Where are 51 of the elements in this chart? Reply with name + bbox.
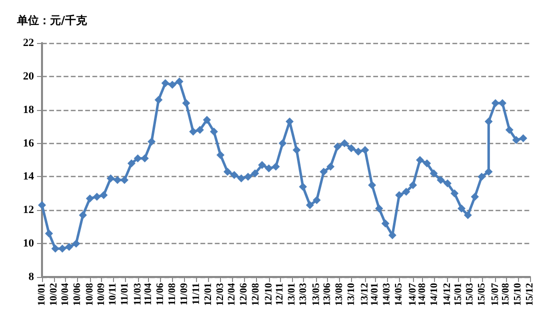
x-tick-label: 11/08	[167, 283, 178, 306]
x-tick-label: 13/03	[298, 283, 309, 306]
x-tick-label: 12/04	[226, 283, 238, 306]
x-tick-label: 10/02	[48, 283, 60, 306]
x-tick-label: 12/01	[203, 283, 214, 306]
x-tick-label: 11/04	[143, 283, 154, 306]
x-tick-label: 13/10	[346, 283, 357, 306]
x-tick-label: 12/03	[214, 283, 226, 306]
x-tick-label: 14/08	[416, 283, 428, 306]
x-tick-label: 10/11	[108, 283, 119, 306]
x-tick-label: 12/06	[238, 283, 250, 306]
x-tick-label: 15/12	[524, 283, 536, 306]
x-tick-label: 12/11	[274, 283, 286, 306]
x-tick-label: 11/06	[155, 283, 166, 306]
y-tick-label: 10	[23, 238, 34, 250]
x-tick-label: 13/05	[311, 283, 322, 306]
x-tick-label: 11/01	[120, 283, 131, 306]
x-tick-label: 12/10	[263, 283, 274, 306]
x-tick-label: 13/12	[360, 283, 371, 306]
x-tick-label: 14/05	[394, 283, 405, 306]
x-tick-label: 12/08	[250, 283, 262, 306]
x-tick-label: 15/08	[500, 283, 512, 306]
x-tick-label: 11/09	[179, 283, 190, 306]
x-tick-label: 15/05	[476, 283, 488, 306]
y-tick-label: 16	[23, 137, 34, 150]
x-tick-label: 14/10	[428, 283, 440, 306]
x-tick-label: 11/03	[132, 283, 144, 306]
y-tick-label: 14	[23, 170, 34, 183]
x-tick-label: 15/01	[452, 283, 464, 306]
x-tick-label: 11/11	[191, 283, 202, 305]
x-tick-label: 14/07	[407, 283, 418, 306]
y-tick-label: 18	[23, 104, 34, 116]
x-tick-label: 10/08	[84, 283, 96, 306]
x-tick-label: 10/06	[72, 283, 83, 306]
x-tick-label: 10/01	[36, 283, 48, 306]
x-tick-label: 14/01	[370, 283, 381, 306]
x-tick-label: 13/06	[322, 283, 333, 306]
x-tick-label: 15/10	[512, 283, 524, 306]
y-tick-label: 8	[28, 271, 34, 283]
x-tick-label: 14/12	[442, 283, 454, 306]
x-tick-label: 13/08	[334, 283, 345, 306]
y-tick-label: 22	[23, 37, 34, 49]
x-tick-label: 13/01	[286, 283, 298, 306]
x-tick-label: 14/03	[381, 283, 392, 306]
y-tick-label: 12	[23, 204, 34, 216]
y-tick-label: 20	[23, 70, 34, 82]
x-tick-label: 15/07	[490, 283, 501, 306]
x-tick-label: 10/09	[96, 283, 107, 306]
x-tick-label: 15/03	[464, 283, 476, 306]
x-tick-label: 10/04	[60, 283, 71, 306]
chart-title: 单位：元/千克	[16, 14, 88, 27]
